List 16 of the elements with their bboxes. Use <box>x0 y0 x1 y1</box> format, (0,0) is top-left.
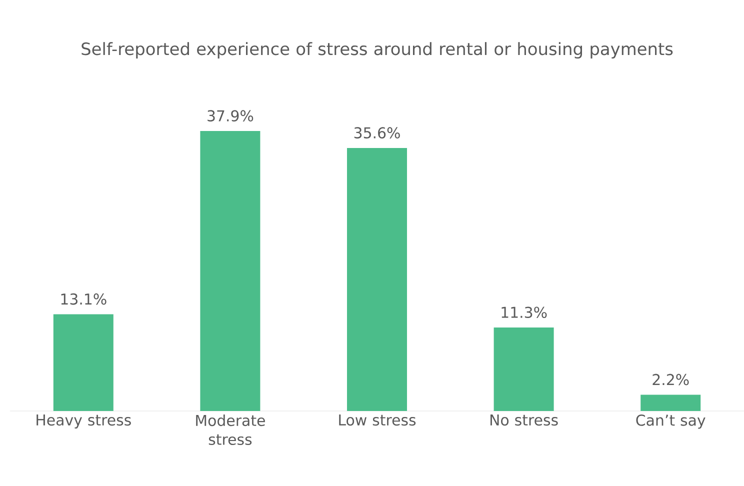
bar <box>640 394 701 411</box>
x-tick-label: Heavy stress <box>36 414 131 429</box>
x-tick-label: Moderate stress <box>196 414 265 446</box>
data-label: 35.6% <box>354 127 400 138</box>
bar <box>494 328 554 411</box>
x-tick-label: Low stress <box>339 414 416 426</box>
bar <box>347 148 408 411</box>
data-label: 37.9% <box>208 110 254 122</box>
bar <box>200 130 260 411</box>
x-tick-label: Can’t say <box>636 414 706 429</box>
data-label: 2.2% <box>652 374 689 386</box>
x-tick-label: No stress <box>490 414 558 426</box>
chart-title: Self-reported experience of stress around rental or housing payments <box>82 42 673 58</box>
data-label: 13.1% <box>61 293 106 305</box>
bar <box>53 314 114 411</box>
data-label: 11.3% <box>502 306 547 318</box>
